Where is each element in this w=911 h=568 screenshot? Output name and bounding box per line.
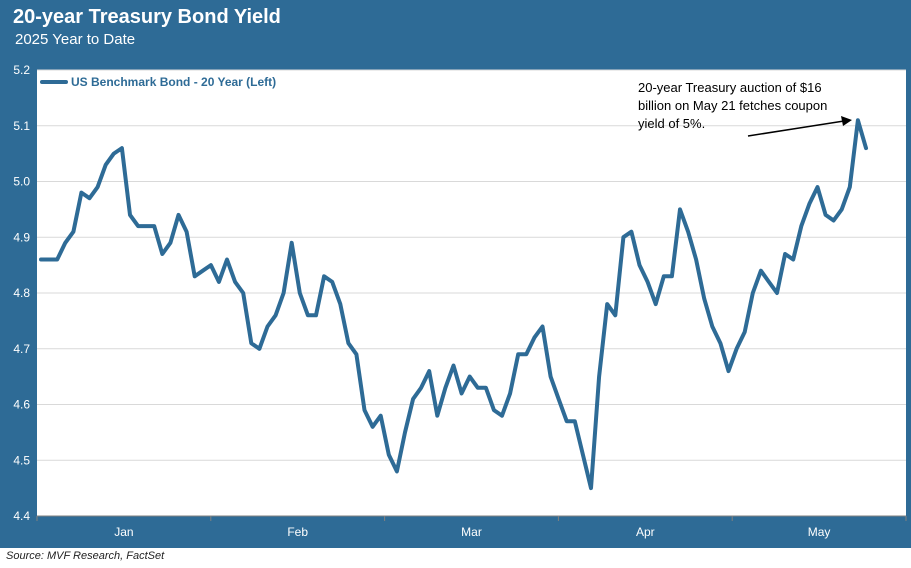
y-tick-label: 4.4 — [13, 509, 30, 523]
annotation-line-2: billion on May 21 fetches coupon — [638, 98, 827, 113]
annotation-line-1: 20-year Treasury auction of $16 — [638, 80, 822, 95]
legend-label: US Benchmark Bond - 20 Year (Left) — [71, 75, 276, 89]
x-tick-label: May — [808, 525, 831, 539]
y-tick-label: 5.2 — [13, 63, 30, 77]
legend: US Benchmark Bond - 20 Year (Left) — [40, 75, 276, 89]
y-tick-label: 4.8 — [13, 286, 30, 300]
annotation-arrow — [747, 120, 845, 137]
annotation: 20-year Treasury auction of $16 billion … — [638, 80, 852, 137]
y-tick-label: 5.0 — [13, 175, 30, 189]
y-tick-label: 4.9 — [13, 230, 30, 244]
x-tick-label: Apr — [636, 525, 655, 539]
chart-subtitle: 2025 Year to Date — [15, 31, 136, 48]
y-tick-label: 4.5 — [13, 453, 30, 467]
y-tick-label: 5.1 — [13, 119, 30, 133]
x-axis-ticks: Jan Feb Mar Apr May — [36, 515, 907, 539]
y-tick-label: 4.7 — [13, 342, 30, 356]
y-axis-ticks: 4.4 4.5 4.6 4.7 4.8 4.9 5.0 5.1 5.2 — [13, 63, 30, 523]
chart-title: 20-year Treasury Bond Yield — [13, 6, 281, 28]
y-tick-label: 4.6 — [13, 398, 30, 412]
line-chart: 4.4 4.5 4.6 4.7 4.8 4.9 5.0 5.1 5.2 Jan Feb Mar Apr… — [13, 63, 907, 539]
source-note: Source: MVF Research, FactSet — [6, 550, 165, 562]
annotation-arrowhead — [841, 116, 852, 126]
series-line-us-benchmark-bond-20y — [39, 118, 868, 491]
annotation-line-3: yield of 5%. — [638, 116, 705, 131]
x-tick-label: Feb — [287, 525, 308, 539]
x-tick-label: Mar — [461, 525, 482, 539]
x-tick-label: Jan — [114, 525, 133, 539]
